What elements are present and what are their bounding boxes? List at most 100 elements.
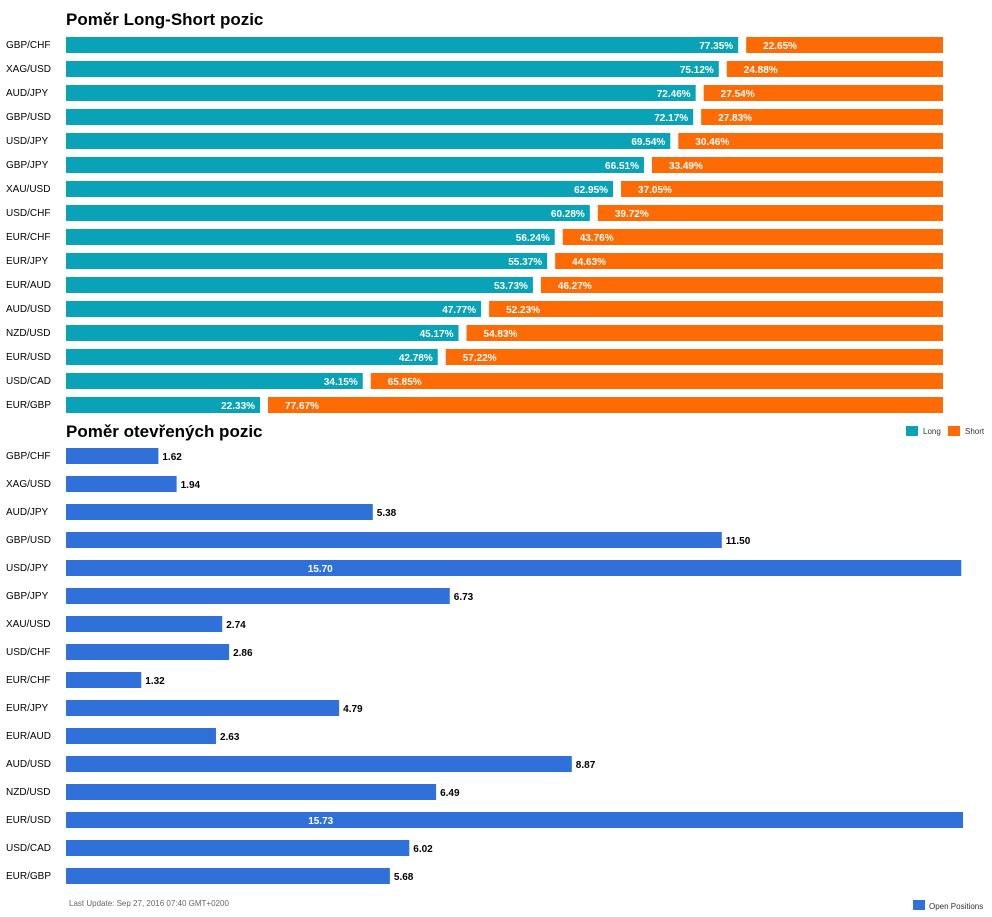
ls-category-label-eur-usd: EUR/USD: [6, 352, 51, 363]
short-value-label-xag-usd: 24.88%: [744, 65, 778, 76]
op-category-label-eur-aud: EUR/AUD: [6, 731, 51, 742]
long-bar-xag-usd[interactable]: [66, 61, 719, 77]
short-bar-nzd-usd[interactable]: [466, 325, 943, 341]
short-bar-eur-chf[interactable]: [562, 229, 943, 245]
open-value-label-usd-jpy: 15.70: [308, 564, 333, 575]
short-value-label-aud-usd: 52.23%: [506, 305, 540, 316]
long-bar-gbp-chf[interactable]: [66, 37, 739, 53]
open-bar-gbp-chf[interactable]: [66, 448, 159, 464]
long-bar-eur-chf[interactable]: [66, 229, 555, 245]
long-short-chart: GBP/CHF 77.35% 22.65% XAG/USD 75.12% 24.88% AU…: [6, 37, 943, 413]
short-bar-eur-jpy[interactable]: [555, 253, 943, 269]
open-bar-aud-jpy[interactable]: [66, 504, 373, 520]
long-value-label-eur-gbp: 22.33%: [221, 401, 255, 412]
ls-category-label-usd-cad: USD/CAD: [6, 376, 51, 387]
long-value-label-aud-jpy: 72.46%: [657, 89, 691, 100]
long-short-title: Poměr Long-Short pozic: [66, 10, 263, 29]
ls-category-label-xau-usd: XAU/USD: [6, 184, 50, 195]
open-bar-aud-usd[interactable]: [66, 756, 572, 772]
open-bar-eur-gbp[interactable]: [66, 868, 390, 884]
long-value-label-usd-cad: 34.15%: [324, 377, 358, 388]
op-category-label-eur-chf: EUR/CHF: [6, 675, 50, 686]
open-bar-eur-usd[interactable]: [66, 812, 963, 828]
legend-open-positions[interactable]: Open Positions: [913, 900, 983, 911]
long-bar-gbp-jpy[interactable]: [66, 157, 644, 173]
short-bar-aud-jpy[interactable]: [703, 85, 943, 101]
long-bar-usd-jpy[interactable]: [66, 133, 671, 149]
op-category-label-eur-usd: EUR/USD: [6, 815, 51, 826]
short-bar-usd-cad[interactable]: [370, 373, 943, 389]
short-value-label-gbp-chf: 22.65%: [763, 41, 797, 52]
short-value-label-eur-gbp: 77.67%: [285, 401, 319, 412]
short-bar-xau-usd[interactable]: [621, 181, 943, 197]
short-value-label-usd-chf: 39.72%: [615, 209, 649, 220]
long-bar-usd-chf[interactable]: [66, 205, 590, 221]
long-bar-gbp-usd[interactable]: [66, 109, 694, 125]
legend-long-label: Long: [923, 427, 941, 436]
open-value-label-gbp-usd: 11.50: [726, 536, 751, 547]
short-value-label-eur-chf: 43.76%: [580, 233, 614, 244]
short-bar-gbp-chf[interactable]: [746, 37, 943, 53]
long-bar-xau-usd[interactable]: [66, 181, 614, 197]
ls-category-label-usd-jpy: USD/JPY: [6, 136, 49, 147]
open-value-label-usd-cad: 6.02: [413, 844, 433, 855]
long-bar-usd-cad[interactable]: [66, 373, 363, 389]
short-bar-xag-usd[interactable]: [726, 61, 943, 77]
long-bar-aud-jpy[interactable]: [66, 85, 696, 101]
ls-category-label-gbp-chf: GBP/CHF: [6, 40, 50, 51]
op-category-label-xag-usd: XAG/USD: [6, 479, 51, 490]
short-bar-usd-jpy[interactable]: [678, 133, 943, 149]
long-bar-aud-usd[interactable]: [66, 301, 482, 317]
op-category-label-gbp-chf: GBP/CHF: [6, 451, 50, 462]
open-bar-usd-cad[interactable]: [66, 840, 410, 856]
short-bar-eur-usd[interactable]: [445, 349, 943, 365]
long-bar-eur-gbp[interactable]: [66, 397, 261, 413]
open-value-label-nzd-usd: 6.49: [440, 788, 460, 799]
op-category-label-usd-chf: USD/CHF: [6, 647, 50, 658]
open-value-label-xau-usd: 2.74: [226, 620, 246, 631]
long-value-label-gbp-jpy: 66.51%: [605, 161, 639, 172]
open-bar-gbp-usd[interactable]: [66, 532, 722, 548]
short-value-label-xau-usd: 37.05%: [638, 185, 672, 196]
long-value-label-nzd-usd: 45.17%: [420, 329, 454, 340]
ls-category-label-usd-chf: USD/CHF: [6, 208, 50, 219]
short-bar-eur-gbp[interactable]: [268, 397, 943, 413]
long-bar-eur-jpy[interactable]: [66, 253, 548, 269]
op-category-label-aud-usd: AUD/USD: [6, 759, 51, 770]
long-bar-nzd-usd[interactable]: [66, 325, 459, 341]
open-positions-chart: GBP/CHF 1.62 XAG/USD 1.94 AUD/JPY 5.38 GBP/USD…: [6, 448, 963, 884]
long-bar-eur-usd[interactable]: [66, 349, 438, 365]
short-bar-usd-chf[interactable]: [597, 205, 943, 221]
op-category-label-xau-usd: XAU/USD: [6, 619, 50, 630]
open-bar-xau-usd[interactable]: [66, 616, 223, 632]
open-bar-xag-usd[interactable]: [66, 476, 177, 492]
short-bar-aud-usd[interactable]: [489, 301, 943, 317]
op-category-label-usd-jpy: USD/JPY: [6, 563, 49, 574]
short-bar-eur-aud[interactable]: [540, 277, 943, 293]
ls-category-label-gbp-usd: GBP/USD: [6, 112, 51, 123]
open-value-label-eur-chf: 1.32: [145, 676, 165, 687]
open-bar-usd-jpy[interactable]: [66, 560, 962, 576]
open-bar-eur-jpy[interactable]: [66, 700, 340, 716]
open-bar-eur-chf[interactable]: [66, 672, 142, 688]
long-value-label-eur-usd: 42.78%: [399, 353, 433, 364]
open-value-label-eur-aud: 2.63: [220, 732, 240, 743]
short-value-label-gbp-usd: 27.83%: [718, 113, 752, 124]
open-bar-usd-chf[interactable]: [66, 644, 230, 660]
open-bar-eur-aud[interactable]: [66, 728, 216, 744]
open-bar-nzd-usd[interactable]: [66, 784, 437, 800]
short-value-label-nzd-usd: 54.83%: [484, 329, 518, 340]
open-bar-gbp-jpy[interactable]: [66, 588, 450, 604]
short-bar-gbp-usd[interactable]: [701, 109, 943, 125]
op-category-label-gbp-usd: GBP/USD: [6, 535, 51, 546]
legend-short[interactable]: Short: [948, 426, 985, 436]
short-bar-gbp-jpy[interactable]: [651, 157, 943, 173]
long-bar-eur-aud[interactable]: [66, 277, 533, 293]
open-value-label-aud-jpy: 5.38: [377, 508, 397, 519]
legend-long-swatch: [906, 426, 918, 436]
legend-short-label: Short: [965, 427, 985, 436]
op-category-label-nzd-usd: NZD/USD: [6, 787, 50, 798]
legend-long[interactable]: Long: [906, 426, 941, 436]
op-category-label-gbp-jpy: GBP/JPY: [6, 591, 49, 602]
last-update-text: Last Update: Sep 27, 2016 07:40 GMT+0200: [69, 899, 229, 908]
